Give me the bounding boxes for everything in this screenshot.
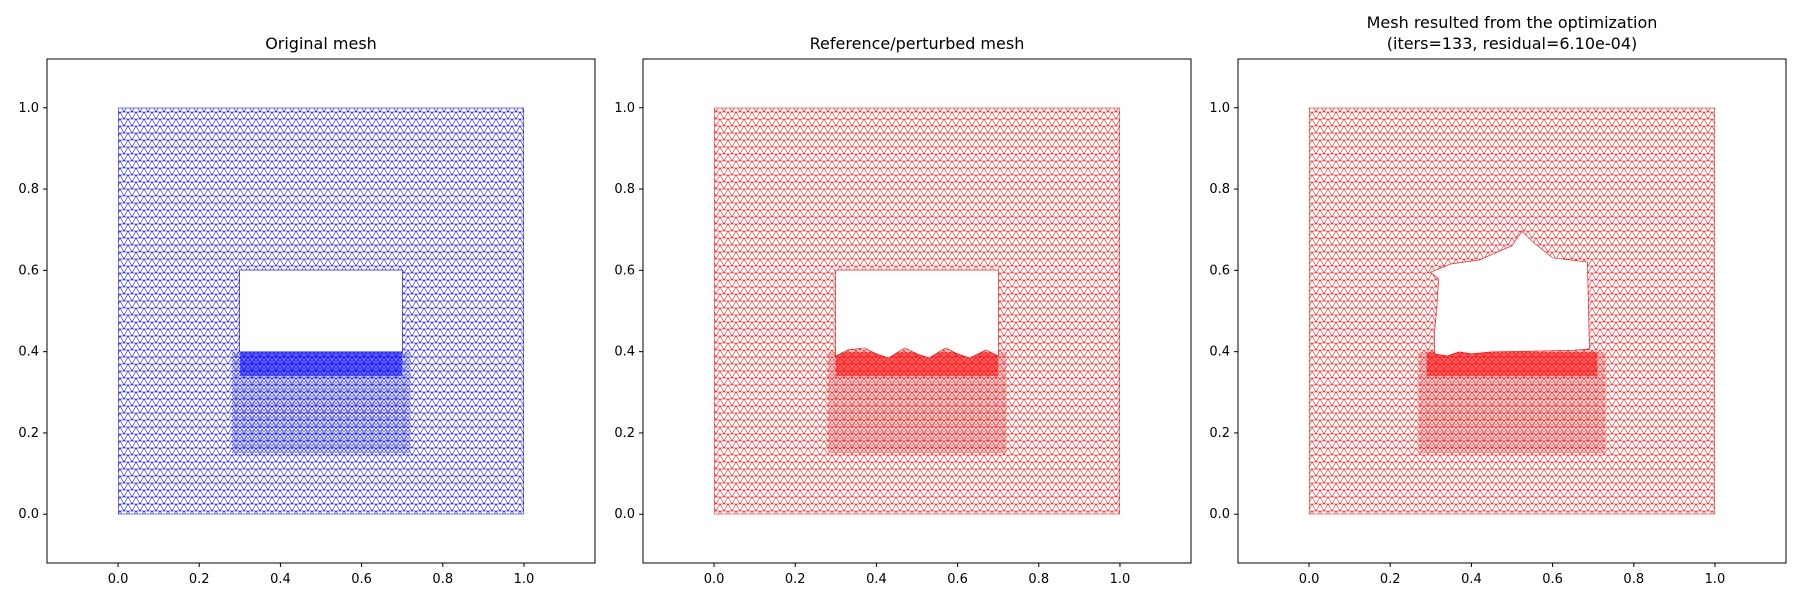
x-tick-label: 0.2 [1380,572,1401,587]
panel-title: Reference/perturbed mesh [810,34,1025,53]
y-tick-label: 0.4 [1209,345,1230,360]
x-tick-label: 0.6 [947,572,968,587]
panel-title: Mesh resulted from the optimization [1367,13,1658,32]
x-tick-label: 0.4 [866,572,887,587]
x-tick-label: 1.0 [1110,572,1131,587]
y-tick-label: 0.6 [614,263,635,278]
mesh-panel-1: 0.0 0.2 0.4 0.6 0.8 1.0 0.0 0.2 0.4 0.6 0.8 1.0 Orig… [18,34,596,587]
y-tick-label: 0.8 [1209,182,1230,197]
mesh-triangulation [118,107,524,515]
mesh-triangulation [714,107,1120,515]
y-tick-label: 0.2 [614,426,635,441]
y-tick-label: 0.8 [18,182,39,197]
axes-frame [642,58,1192,564]
x-tick-label: 0.8 [432,572,453,587]
x-tick-label: 0.0 [108,572,129,587]
x-tick-label: 0.8 [1028,572,1049,587]
y-tick-label: 0.8 [614,182,635,197]
y-tick-label: 1.0 [614,101,635,116]
y-tick-label: 0.0 [18,507,39,522]
mesh-panel-2: 0.0 0.2 0.4 0.6 0.8 1.0 0.0 0.2 0.4 0.6 0.8 1.0 Refe… [614,34,1192,587]
mesh-triangulation [1309,107,1715,515]
x-tick-label: 1.0 [514,572,535,587]
x-tick-label: 0.0 [704,572,725,587]
y-tick-label: 0.4 [614,345,635,360]
x-tick-label: 0.6 [1542,572,1563,587]
axes-frame [1237,58,1787,564]
x-tick-label: 0.2 [785,572,806,587]
x-tick-label: 0.0 [1299,572,1320,587]
y-tick-label: 0.2 [1209,426,1230,441]
panel-title: Original mesh [265,34,377,53]
y-tick-label: 0.0 [614,507,635,522]
panel-subtitle: (iters=133, residual=6.10e-04) [1387,34,1637,53]
x-tick-label: 0.4 [270,572,291,587]
y-tick-label: 0.2 [18,426,39,441]
x-tick-label: 1.0 [1705,572,1726,587]
y-tick-label: 1.0 [1209,101,1230,116]
axes-frame [46,58,596,564]
x-tick-label: 0.4 [1461,572,1482,587]
mesh-panel-3: 0.0 0.2 0.4 0.6 0.8 1.0 0.0 0.2 0.4 0.6 0.8 1.0 Mesh… [1209,13,1787,587]
y-tick-label: 0.0 [1209,507,1230,522]
y-tick-label: 0.4 [18,345,39,360]
x-tick-label: 0.2 [189,572,210,587]
x-tick-label: 0.8 [1623,572,1644,587]
y-tick-label: 1.0 [18,101,39,116]
x-tick-label: 0.6 [351,572,372,587]
y-tick-label: 0.6 [1209,263,1230,278]
y-tick-label: 0.6 [18,263,39,278]
